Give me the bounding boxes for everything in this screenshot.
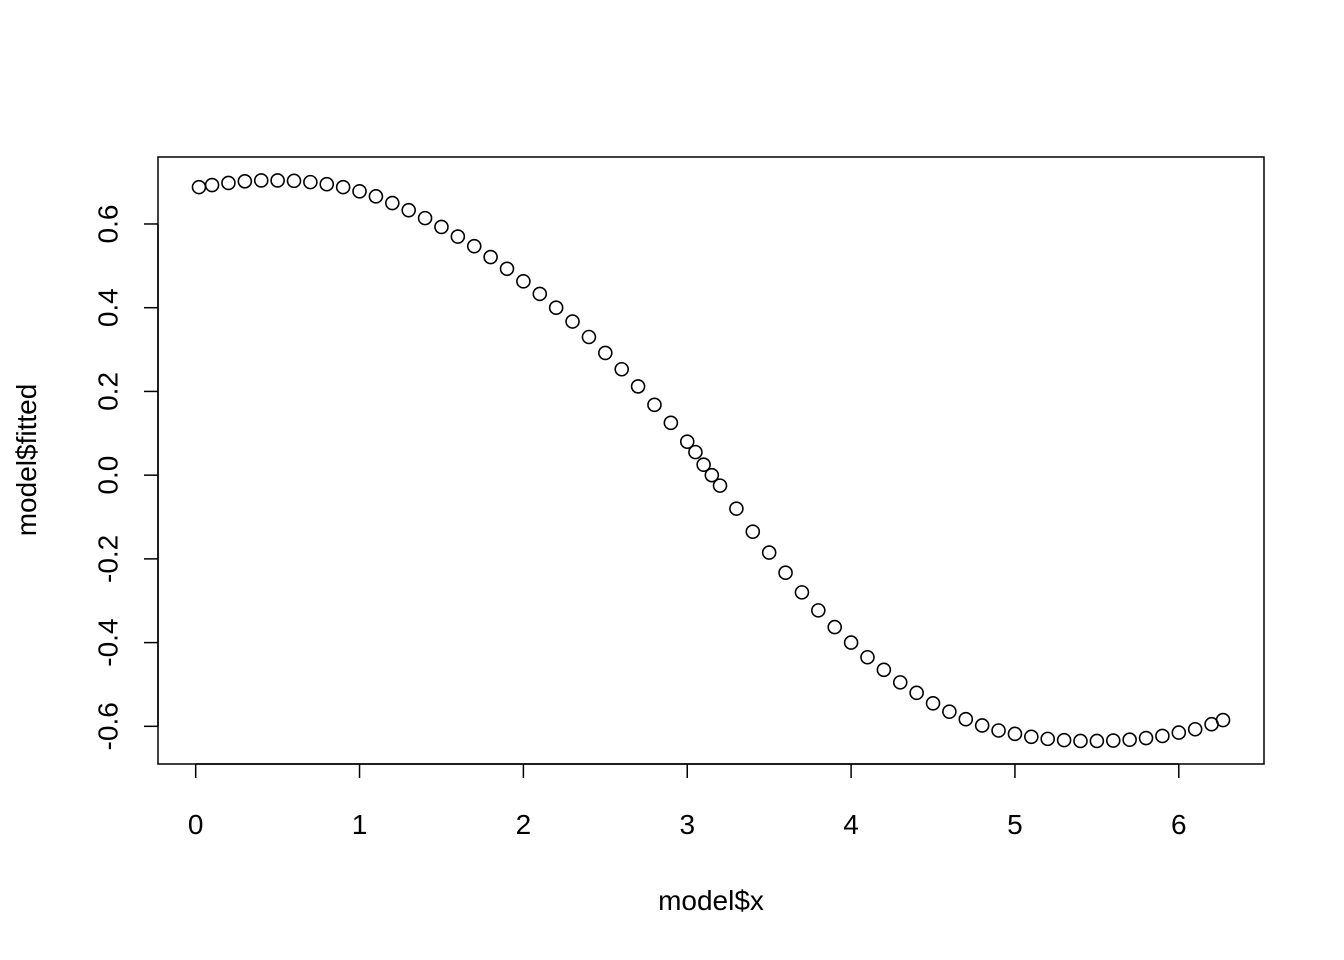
data-point [1122,732,1137,748]
data-point [335,179,351,195]
data-point [385,195,400,211]
x-tick-label: 1 [352,809,368,840]
data-point [778,565,793,580]
data-point [745,524,761,539]
x-tick-label: 3 [679,809,695,840]
data-point [794,585,810,600]
y-tick-label: 0.6 [92,205,123,244]
x-tick-label: 4 [843,809,859,840]
data-point [614,361,630,377]
data-point [221,175,236,191]
y-axis-label: model$fitted [11,384,42,537]
data-point [1215,712,1231,728]
y-tick-label: 0.0 [92,456,123,495]
data-point [565,314,580,329]
x-tick-label: 6 [1171,809,1187,840]
data-point [581,329,597,345]
data-points [191,173,1231,749]
data-point [860,649,875,665]
data-point [598,345,613,361]
data-point [237,173,253,189]
data-point [191,179,207,195]
plot-frame [157,156,1265,765]
data-point [729,501,744,516]
data-point [647,397,662,413]
data-point [1155,728,1170,744]
data-point [1171,725,1187,740]
data-point [1089,733,1105,749]
data-point [892,675,908,690]
data-point [696,457,711,472]
data-point [909,685,924,701]
data-point [532,286,548,302]
data-point [679,434,695,449]
data-point [958,711,974,727]
y-axis: -0.6 -0.4 -0.2 0.0 0.2 0.4 0.6 [92,205,159,750]
data-point [352,184,367,199]
data-point [204,177,220,193]
data-point [843,635,859,650]
data-point [286,173,302,189]
data-point [811,603,826,618]
data-point [712,478,728,493]
y-tick-label: -0.2 [92,535,123,583]
data-point [253,173,269,188]
data-point [761,545,777,560]
data-point [483,249,498,265]
data-point [942,704,957,719]
data-point [1056,732,1072,748]
data-point [1007,726,1023,742]
data-point [1138,730,1154,746]
data-point [1040,731,1056,747]
data-point [417,210,433,226]
data-point [663,415,679,431]
x-tick-label: 0 [188,809,204,840]
data-point [1024,729,1039,745]
x-axis: 0 1 2 3 4 5 6 [188,763,1187,840]
x-tick-label: 5 [1007,809,1023,840]
x-tick-label: 2 [516,809,532,840]
data-point [450,229,466,244]
data-point [974,718,990,733]
y-tick-label: -0.4 [92,618,123,666]
data-point [704,467,720,483]
data-point [516,274,531,289]
data-point [303,174,318,190]
data-point [1105,733,1121,748]
data-point [1073,733,1088,749]
data-point [827,619,843,635]
data-point [401,202,416,218]
data-point [688,444,703,460]
y-tick-label: -0.6 [92,702,123,750]
data-point [319,176,335,192]
data-point [630,379,646,394]
y-tick-label: 0.4 [92,288,123,327]
data-point [876,662,892,678]
data-point [466,238,482,254]
data-point [548,300,564,316]
data-point [499,261,515,277]
data-point [1187,721,1203,737]
x-axis-label: model$x [658,885,764,916]
data-point [368,189,384,204]
data-point [434,219,449,235]
data-point [925,695,941,711]
data-point [991,723,1006,738]
y-tick-label: 0.2 [92,372,123,411]
data-point [270,173,285,188]
